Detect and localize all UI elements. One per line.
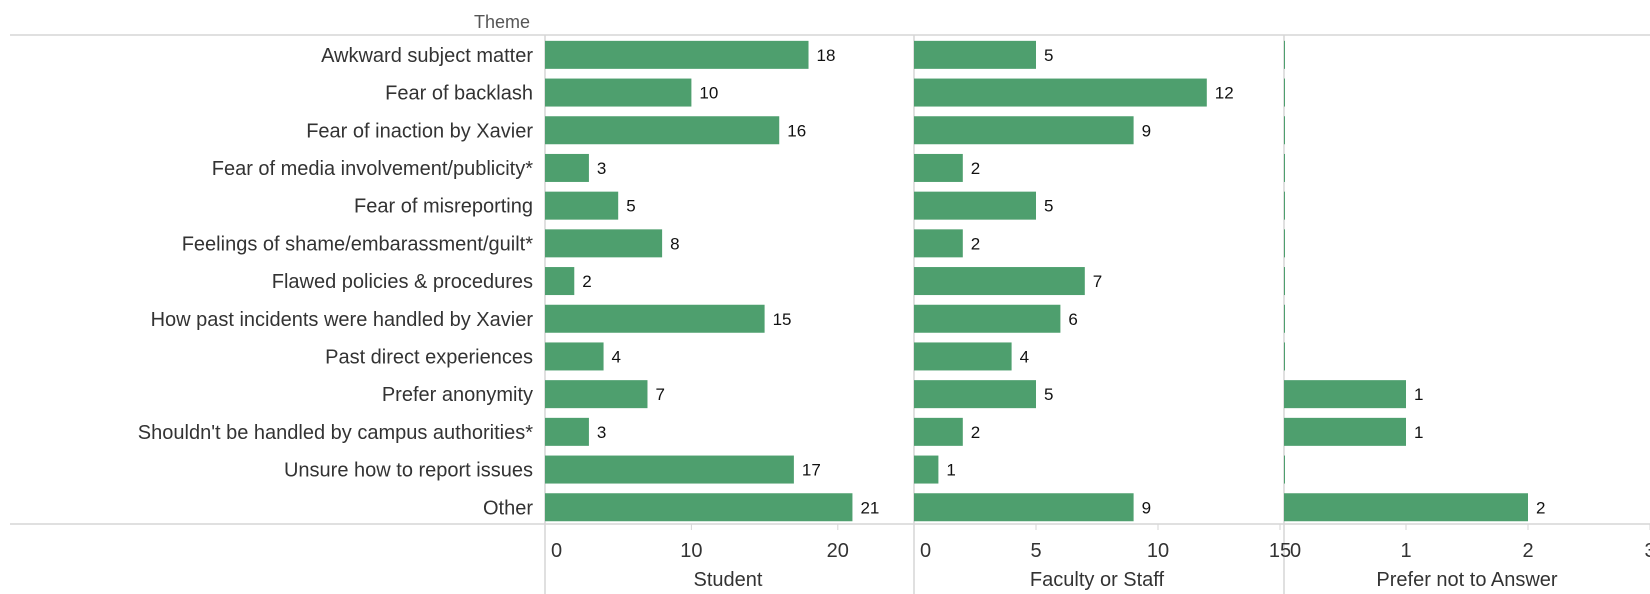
bar — [914, 191, 1036, 220]
bar — [914, 342, 1012, 371]
bar — [545, 342, 604, 371]
bar — [914, 304, 1061, 333]
value-label: 15 — [773, 310, 792, 329]
value-label: 1 — [1414, 385, 1423, 404]
tick-label: 3 — [1644, 540, 1650, 562]
category-label: Flawed policies & procedures — [272, 271, 533, 293]
value-label: 5 — [1044, 46, 1053, 65]
value-label: 5 — [1044, 385, 1053, 404]
value-label: 6 — [1068, 310, 1077, 329]
value-label: 12 — [1215, 84, 1234, 103]
bar — [545, 78, 692, 107]
value-label: 1 — [1414, 423, 1423, 442]
bar-empty — [1284, 153, 1285, 182]
bar — [914, 78, 1207, 107]
tick-label: 15 — [1269, 540, 1291, 562]
value-label: 5 — [1044, 197, 1053, 216]
bar — [545, 191, 619, 220]
value-label: 4 — [1020, 347, 1029, 366]
value-label: 2 — [582, 272, 591, 291]
bar — [914, 380, 1036, 409]
bar — [1284, 417, 1406, 446]
value-label: 7 — [655, 385, 664, 404]
bar — [914, 455, 939, 484]
category-label: How past incidents were handled by Xavie… — [151, 309, 534, 331]
value-label: 21 — [860, 498, 879, 517]
bar — [1284, 380, 1406, 409]
value-label: 17 — [802, 461, 821, 480]
panel-title: Prefer not to Answer — [1376, 569, 1558, 591]
bar-empty — [1284, 229, 1285, 258]
category-label: Shouldn't be handled by campus authoriti… — [138, 422, 533, 444]
bar — [914, 116, 1134, 145]
bar-empty — [1284, 342, 1285, 371]
category-label: Feelings of shame/embarassment/guilt* — [182, 233, 533, 255]
row-header-label: Theme — [474, 12, 530, 32]
category-label: Fear of backlash — [385, 83, 533, 105]
bar-empty — [1284, 116, 1285, 145]
value-label: 8 — [670, 234, 679, 253]
value-label: 16 — [787, 121, 806, 140]
bar — [914, 153, 963, 182]
panel-title: Faculty or Staff — [1030, 569, 1165, 591]
tick-label: 0 — [1290, 540, 1301, 562]
bar — [545, 116, 780, 145]
bar — [914, 40, 1036, 69]
category-label: Fear of media involvement/publicity* — [212, 158, 533, 180]
value-label: 4 — [612, 347, 621, 366]
tick-label: 5 — [1030, 540, 1041, 562]
bar — [545, 229, 663, 258]
bar-empty — [1284, 191, 1285, 220]
bar — [545, 380, 648, 409]
bar — [545, 267, 575, 296]
tick-label: 10 — [1147, 540, 1169, 562]
bar-empty — [1284, 267, 1285, 296]
tick-label: 10 — [680, 540, 702, 562]
bar — [914, 229, 963, 258]
category-label: Prefer anonymity — [382, 384, 533, 406]
bar — [545, 417, 589, 446]
tick-label: 0 — [920, 540, 931, 562]
bar-empty — [1284, 304, 1285, 333]
bar — [914, 417, 963, 446]
category-label: Unsure how to report issues — [284, 460, 533, 482]
bar-empty — [1284, 40, 1285, 69]
value-label: 10 — [699, 84, 718, 103]
category-label: Fear of misreporting — [354, 196, 533, 218]
bar — [545, 493, 853, 522]
bar — [545, 40, 809, 69]
tick-label: 0 — [551, 540, 562, 562]
value-label: 3 — [597, 159, 606, 178]
value-label: 7 — [1093, 272, 1102, 291]
bar — [914, 267, 1085, 296]
value-label: 18 — [817, 46, 836, 65]
value-label: 1 — [946, 461, 955, 480]
tick-label: 1 — [1400, 540, 1411, 562]
category-label: Fear of inaction by Xavier — [306, 120, 533, 142]
bar — [545, 455, 794, 484]
bar-empty — [1284, 78, 1285, 107]
value-label: 2 — [971, 423, 980, 442]
bar — [545, 304, 765, 333]
value-label: 3 — [597, 423, 606, 442]
value-label: 2 — [971, 234, 980, 253]
panel-title: Student — [694, 569, 763, 591]
category-label: Past direct experiences — [325, 346, 533, 368]
bar-empty — [1284, 455, 1285, 484]
bar — [1284, 493, 1528, 522]
bar — [545, 153, 589, 182]
value-label: 5 — [626, 197, 635, 216]
category-label: Other — [483, 497, 533, 519]
category-label: Awkward subject matter — [321, 45, 533, 67]
tick-label: 20 — [827, 540, 849, 562]
bar — [914, 493, 1134, 522]
value-label: 9 — [1142, 121, 1151, 140]
value-label: 9 — [1142, 498, 1151, 517]
value-label: 2 — [1536, 498, 1545, 517]
value-label: 2 — [971, 159, 980, 178]
tick-label: 2 — [1522, 540, 1533, 562]
